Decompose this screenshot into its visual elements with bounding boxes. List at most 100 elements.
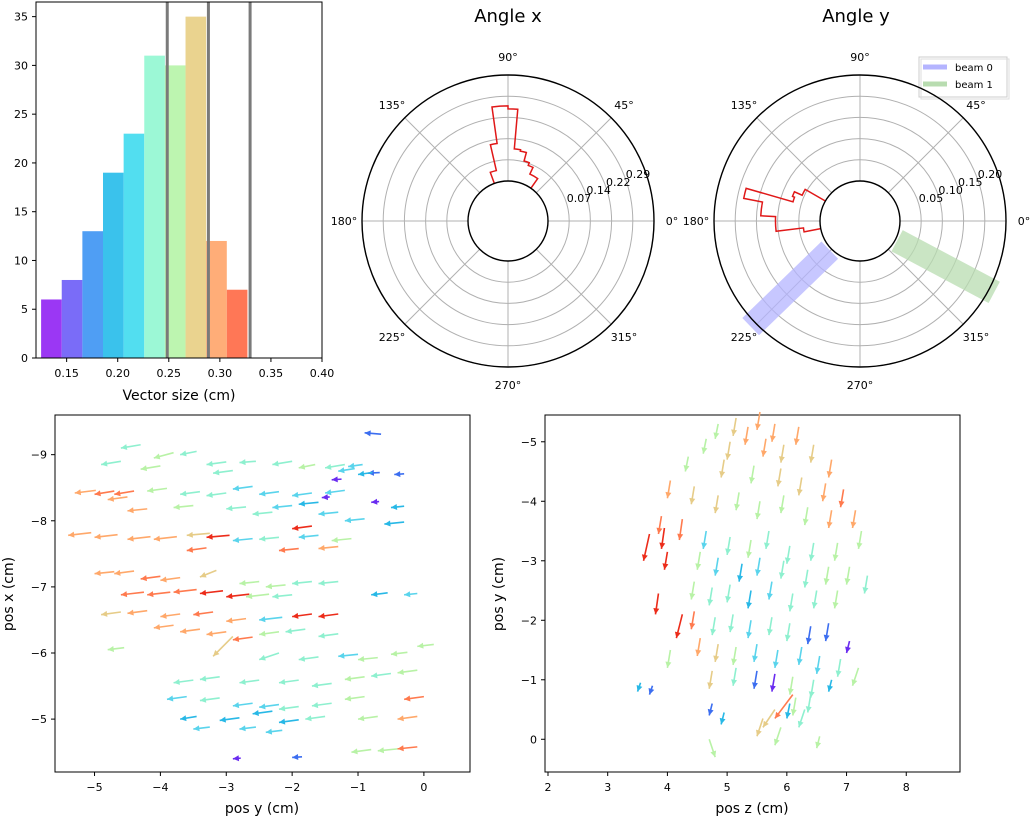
quiv2-arrow-head-36 [763,542,770,549]
anglex-r-label-3: 0.29 [626,168,651,181]
quiv1-arrow-60 [318,579,339,586]
quiv1-arrow-head-54 [140,575,147,582]
quiv1-xtick-label-4: −1 [350,781,366,794]
quiv1-arrow-head-106 [311,702,319,709]
quiv2-arrow-79 [636,682,643,692]
polar-angle-x-panel: Angle x 0° 45° 90° 135° 180° 225° 270° 315° 0.07… [331,6,679,392]
quiv1-arrow-head-102 [199,696,207,703]
histogram-ytick-label-0: 0 [21,352,28,365]
quiv2-arrow-head-6 [793,438,800,445]
quiv1-arrow-head-85 [107,645,115,652]
quiv2-ticks: 2 3 4 5 6 7 8 −5 −4 −3 −2 −1 0 [521,436,910,794]
quiv2-arrow-15 [775,468,782,487]
quiv2-arrow-head-68 [845,646,851,653]
quiv1-arrow-96 [278,678,299,685]
quiv2-arrow-51 [689,581,696,600]
quiv2-arrow-head-95 [756,729,762,737]
quiv1-arrow-112 [278,718,299,725]
quiv2-arrow-86 [808,679,815,698]
histogram-xtick-label-2: 0.25 [157,367,182,380]
quiv1-arrow-40 [127,535,151,542]
angley-angle-label-135: 135° [731,99,758,112]
quiv1-arrow-head-119 [351,748,358,755]
quiv1-arrow-head-33 [272,503,279,510]
quiv2-arrow-head-18 [838,500,845,508]
quiv2-ytick-label-3: −2 [521,614,537,627]
histogram-frame [35,1,323,359]
quiv2-arrow-55 [766,581,773,600]
quiv1-arrow-36 [344,517,365,524]
quiv1-arrow-head-41 [153,535,161,542]
quiv2-arrow-head-46 [802,581,809,588]
quiv1-arrow-68 [371,591,388,598]
quiv1-arrow-head-19 [114,490,121,497]
anglex-inner-circle [467,180,549,262]
quiv1-arrow-24 [259,490,280,497]
histogram-bar-7 [185,16,207,359]
anglex-spoke-225 [404,248,481,325]
quiv1-arrow-19 [114,490,135,497]
quiv1-arrow-77 [318,612,339,619]
quiv2-arrow-head-10 [808,456,815,463]
quiv2-arrow-head-72 [731,658,738,665]
quiv1-arrow-95 [239,678,260,685]
quiv2-arrow-52 [707,587,714,606]
quiv1-arrow-74 [226,617,247,624]
quiv2-arrow-92 [797,709,806,728]
angley-trace [742,187,826,233]
quiv2-xtick-label-4: 6 [783,781,790,794]
quiv1-arrow-head-98 [344,675,352,682]
quiv2-ytick-label-4: −1 [521,674,537,687]
quiv1-arrow-84 [318,632,339,639]
quiv2-arrow-45 [778,560,785,579]
quiv2-arrow-62 [728,614,735,633]
quiv1-arrow-120 [377,747,398,754]
quiv2-arrow-47 [823,566,830,585]
quiv2-arrow-head-55 [766,593,773,600]
quiv1-arrow-head-18 [94,490,101,497]
quiv1-arrow-head-126 [321,494,329,501]
quiv2-arrow-89 [790,697,797,716]
quiv1-arrow-head-52 [94,570,101,577]
quiv2-arrow-12 [683,456,690,472]
quiv2-arrow-head-84 [769,685,776,692]
angley-r-label-2: 0.15 [958,176,983,189]
quiv1-arrow-25 [292,491,313,498]
quiv1-arrow-101 [166,695,187,702]
quiv1-arrow-head-82 [259,630,266,637]
quiv1-arrow-head-94 [199,675,207,682]
quiv1-arrow-89 [338,652,359,659]
quiv1-arrow-59 [292,579,312,586]
quiv1-arrow-head-120 [377,747,385,754]
quiv2-arrow-head-16 [796,488,803,496]
quiv1-arrow-52 [94,570,115,577]
quiv2-arrow-57 [811,590,818,609]
quiv1-ytick-label-4: −5 [31,713,47,726]
quiv1-arrow-45 [259,535,280,542]
quiv1-arrow-head-11 [394,471,401,478]
quiv2-arrow-93 [707,703,714,716]
quiv1-arrow-48 [292,524,313,531]
histogram-ytick-label-3: 15 [14,206,28,219]
quiv2-arrow-3 [713,423,720,439]
quiv2-xtick-label-6: 8 [903,781,910,794]
quiv1-arrow-head-91 [390,650,398,657]
quiv2-arrow-head-91 [762,720,769,728]
quiv1-arrow-head-80 [206,630,213,637]
quiv2-arrow-37 [784,545,791,564]
quiv2-arrow-9 [778,444,785,463]
quiv1-ytick-label-2: −7 [31,581,47,594]
quiv2-arrow-7 [701,438,708,454]
quiv1-arrow-109 [180,715,197,722]
quiv2-arrow-head-40 [856,542,863,549]
quiv1-arrow-1 [120,443,141,451]
quiv2-arrow-36 [763,530,770,550]
histogram-panel: 0.15 0.20 0.25 0.30 0.35 0.40 0 5 10 15 20 25 30 35 V… [14,1,334,404]
quiv2-arrow-87 [827,679,834,692]
quiv2-arrow-head-32 [656,527,663,534]
quiv2-arrow-76 [814,655,821,674]
quiv2-arrow-88 [774,694,794,719]
quiv1-arrow-head-35 [318,510,325,517]
quiv2-arrow-head-0 [755,423,761,430]
histogram-bars [41,16,248,359]
